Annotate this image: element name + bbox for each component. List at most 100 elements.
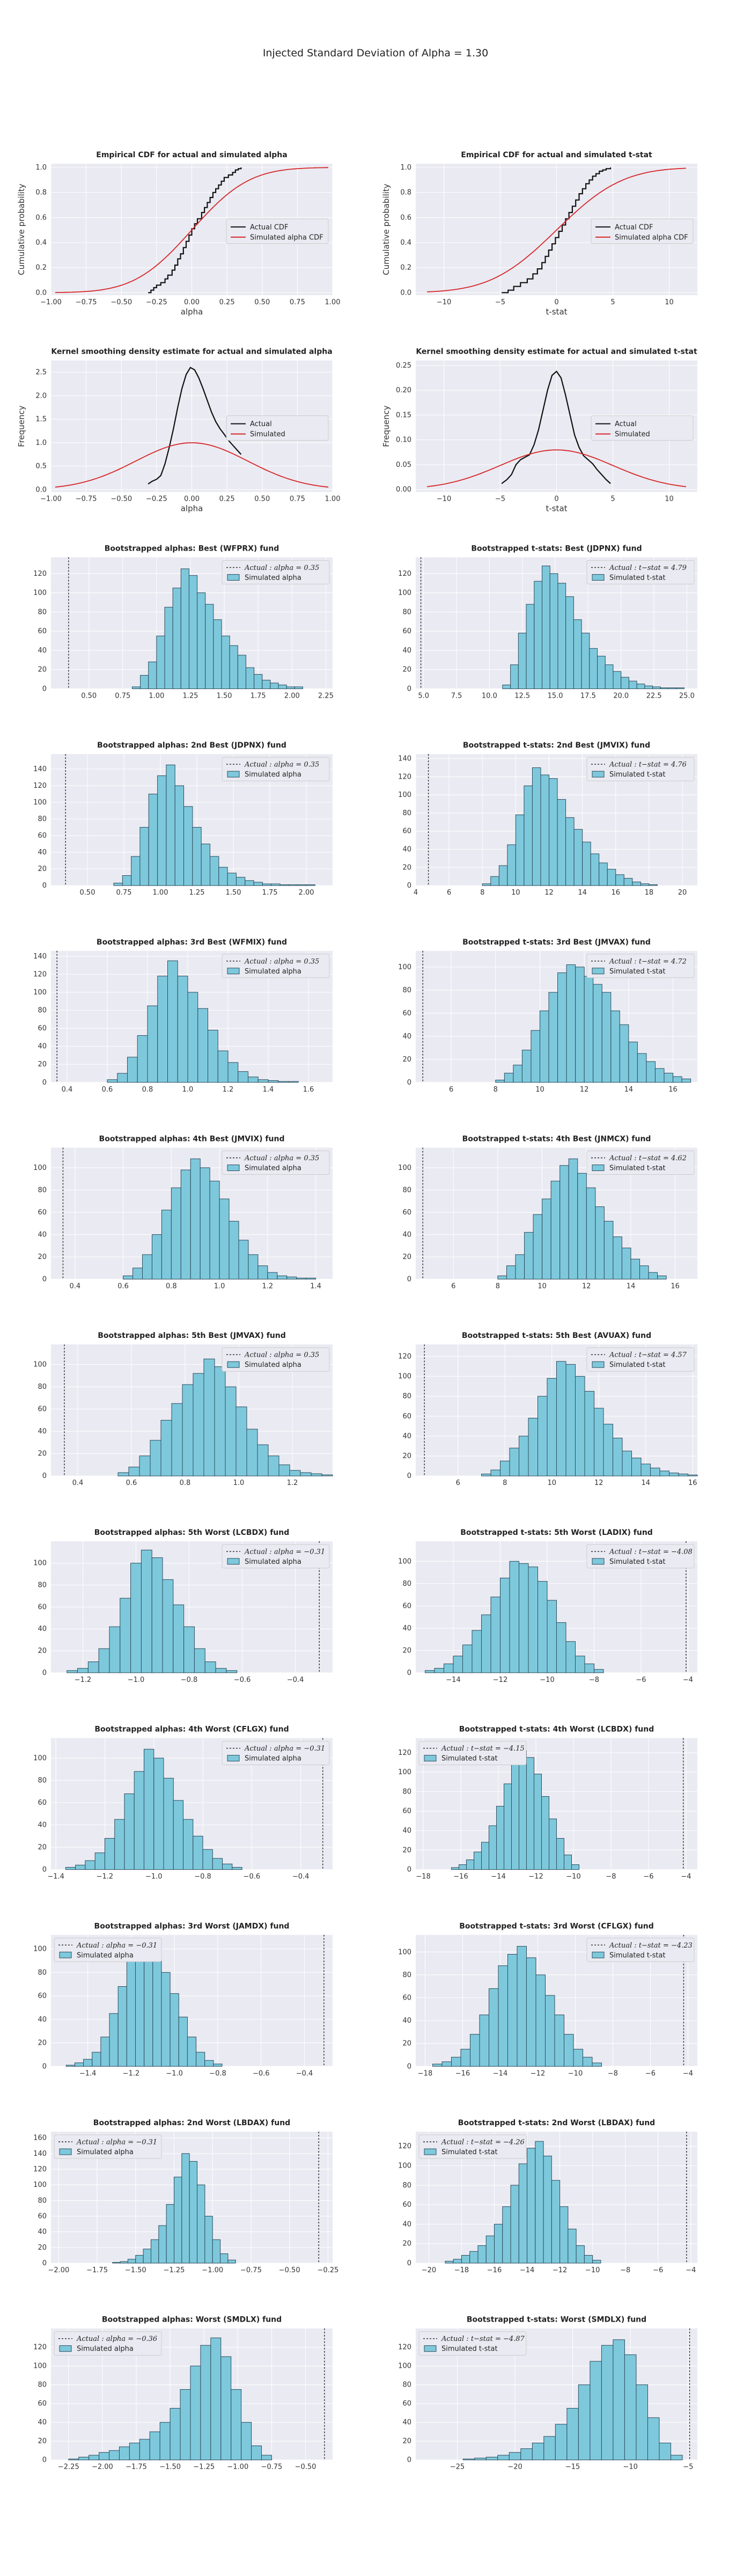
y-tick-label: 60 (38, 1024, 47, 1033)
histogram-bar (647, 2417, 660, 2461)
x-axis-label: alpha (181, 307, 203, 317)
legend-swatch (59, 2148, 72, 2155)
y-tick-label: 120 (33, 570, 47, 578)
x-tick-label: 0.75 (290, 495, 305, 503)
histogram-bar (573, 2048, 583, 2067)
histogram-bar (104, 1838, 115, 1870)
y-tick-label: 100 (33, 1754, 47, 1762)
histogram-bar (528, 1567, 538, 1673)
legend-label: Actual : alpha = −0.36 (76, 2335, 157, 2343)
x-tick-label: −0.4 (292, 1873, 310, 1881)
y-tick-label: 80 (402, 1580, 411, 1588)
subplot-title: Bootstrapped alphas: 4th Worst (CFLGX) f… (94, 1725, 289, 1734)
histogram-bar (286, 686, 295, 689)
y-tick-label: 0.15 (396, 411, 411, 419)
histogram-bar (271, 883, 281, 886)
y-tick-label: 20 (402, 666, 411, 674)
y-tick-label: 60 (38, 627, 47, 635)
x-tick-label: 20.0 (613, 692, 629, 700)
legend-label: Actual : alpha = 0.35 (244, 1351, 319, 1359)
y-tick-label: 100 (33, 589, 47, 597)
histogram-bar (559, 1165, 569, 1280)
histogram-bar (188, 575, 198, 689)
x-tick-label: 14 (624, 1086, 634, 1094)
histogram-bar (535, 1974, 546, 2067)
subplot-title: Kernel smoothing density estimate for ac… (416, 348, 697, 356)
x-tick-label: 12.5 (514, 692, 530, 700)
y-tick-label: 0 (42, 1669, 47, 1677)
histogram-bar (170, 1993, 179, 2067)
histogram-bar (490, 1597, 500, 1673)
x-tick-label: 0.4 (62, 1086, 73, 1094)
histogram-bar (212, 2239, 221, 2264)
y-tick-label: 100 (398, 2162, 411, 2170)
histogram-bar (203, 1358, 215, 1476)
histogram-bar (177, 976, 188, 1083)
subplot-title: Bootstrapped alphas: 5th Best (JMVAX) fu… (98, 1331, 286, 1340)
x-tick-label: 8 (496, 1283, 500, 1291)
histogram-bar (210, 2337, 222, 2461)
histogram-bar (74, 2062, 84, 2067)
histogram-bar (543, 2436, 556, 2461)
histogram-bar (678, 1473, 688, 1476)
y-tick-label: 40 (402, 1624, 411, 1633)
subplot-title: Bootstrapped t-stats: 5th Worst (LADIX) … (460, 1528, 653, 1537)
y-tick-label: 60 (38, 832, 47, 840)
histogram-bar (532, 767, 541, 886)
y-tick-label: 20 (402, 1846, 411, 1854)
y-tick-label: 80 (402, 1393, 411, 1401)
x-tick-label: 10 (511, 889, 520, 897)
legend-label: Simulated t-stat (441, 2148, 498, 2156)
histogram-bar (568, 1158, 578, 1279)
x-tick-label: −0.6 (234, 1676, 251, 1684)
y-tick-label: 1.5 (35, 415, 47, 423)
histogram-bar (538, 1396, 548, 1476)
histogram-bar (545, 1995, 555, 2067)
x-tick-label: −10 (623, 2463, 637, 2471)
x-tick-label: 0.8 (166, 1283, 177, 1291)
x-tick-label: 0.25 (219, 495, 235, 503)
legend-swatch (227, 1755, 240, 1762)
x-tick-label: 12 (580, 1086, 589, 1094)
histogram-bar (137, 1035, 148, 1083)
histogram-bar (68, 2458, 79, 2461)
legend-box (591, 415, 694, 441)
histogram-bar (129, 2442, 140, 2461)
x-tick-label: −25 (450, 2463, 465, 2471)
histogram-bar (226, 1670, 238, 1673)
legend-label: Simulated (250, 430, 285, 438)
x-tick-label: −1.2 (75, 1676, 92, 1684)
histogram-bar (481, 1614, 491, 1673)
histogram-bar (451, 1867, 459, 1870)
figure-title: Injected Standard Deviation of Alpha = 1… (262, 47, 489, 59)
histogram-bar (681, 1078, 691, 1083)
histogram-bar (253, 882, 263, 886)
histogram-bar (594, 1408, 604, 1476)
histogram-bar (521, 1050, 532, 1083)
x-tick-label: −0.50 (111, 495, 132, 503)
histogram-bar (547, 1600, 557, 1673)
subplot-title: Bootstrapped alphas: 3rd Worst (JAMDX) f… (94, 1922, 290, 1930)
x-tick-label: −10 (585, 2266, 600, 2274)
subplot-14: 6 8 10 12 14 16 0 20 40 60 80 100 120 Bootstrapped t-… (398, 1331, 698, 1487)
subplot-12: 6 8 10 12 14 16 0 20 40 60 80 100 Bootstrapped t-sta… (398, 1135, 697, 1291)
legend-box (586, 954, 695, 978)
histogram-bar (549, 778, 558, 886)
y-tick-label: 100 (33, 2181, 47, 2189)
y-tick-label: 60 (402, 1413, 411, 1421)
histogram-bar (613, 1236, 622, 1280)
histogram-bar (77, 1668, 89, 1673)
histogram-bar (632, 881, 641, 886)
histogram-bar (519, 1436, 529, 1476)
histogram-bar (126, 1960, 136, 2067)
histogram-bar (156, 635, 165, 689)
histogram-bar (158, 2225, 167, 2264)
y-axis-label: Cumulative probability (17, 184, 26, 275)
subplot-title: Kernel smoothing density estimate for ac… (51, 348, 332, 356)
subplot-10: 6 8 10 12 14 16 0 20 40 60 80 100 Bootstrapped t-sta… (398, 938, 697, 1094)
histogram-bar (288, 1081, 299, 1083)
x-tick-label: −14 (446, 1676, 460, 1684)
histogram-bar (190, 1158, 201, 1279)
histogram-bar (174, 785, 185, 886)
